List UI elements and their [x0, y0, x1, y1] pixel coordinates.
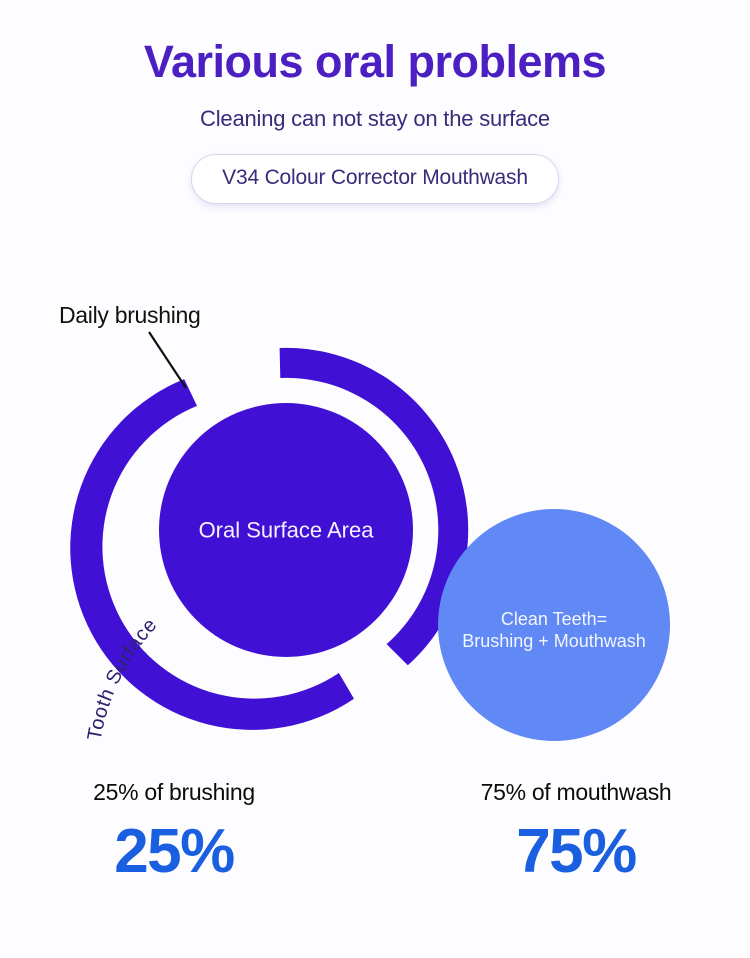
outer-ring-segment-lower-left [70, 379, 355, 730]
stat-brushing-value: 25% [114, 817, 235, 887]
stat-mouthwash: 75% of mouthwash 75% [386, 779, 750, 887]
stats-row: 25% of brushing 25% 75% of mouthwash 75% [0, 779, 750, 887]
daily-brushing-label: Daily brushing [59, 302, 201, 328]
mouthwash-circle-label-line1: Clean Teeth= [501, 609, 607, 629]
stat-mouthwash-value: 75% [516, 817, 637, 887]
daily-brushing-leader-line [148, 331, 187, 389]
inner-circle [159, 403, 413, 657]
product-pill-button[interactable]: V34 Colour Corrector Mouthwash [191, 153, 559, 204]
diagram: Oral Surface Area Clean Teeth= Brushing … [0, 240, 750, 780]
outer-ring [70, 347, 469, 730]
inner-circle-label: Oral Surface Area [199, 518, 375, 543]
mouthwash-circle [438, 509, 670, 741]
header: Various oral problems Cleaning can not s… [0, 0, 750, 204]
stat-brushing-caption: 25% of brushing [93, 779, 255, 805]
mouthwash-circle-label-line2: Brushing + Mouthwash [462, 631, 646, 651]
diagram-svg: Oral Surface Area Clean Teeth= Brushing … [70, 331, 670, 742]
page-title: Various oral problems [143, 36, 607, 87]
stat-brushing: 25% of brushing 25% [0, 779, 386, 887]
page-subtitle: Cleaning can not stay on the surface [200, 105, 550, 131]
outer-ring-segment-top-right [279, 347, 469, 666]
stat-mouthwash-caption: 75% of mouthwash [480, 779, 672, 805]
product-pill-wrapper: V34 Colour Corrector Mouthwash [0, 132, 750, 204]
